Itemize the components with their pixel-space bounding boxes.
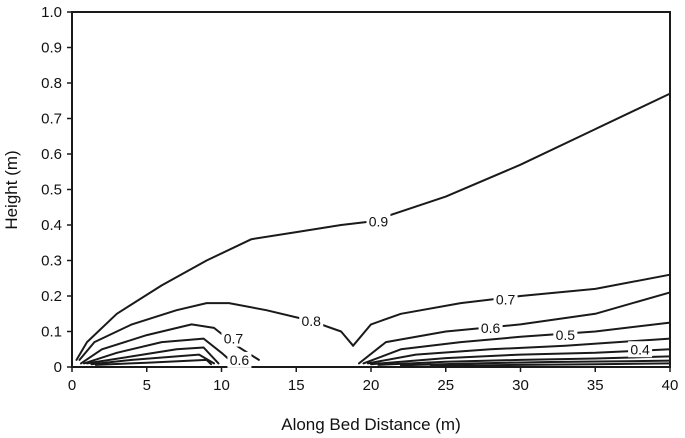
plot-frame bbox=[71, 11, 671, 368]
y-tick-label-1: 0.1 bbox=[41, 324, 62, 341]
contour-label-3: 0.6 bbox=[230, 352, 250, 368]
contour-line-0-6-6 bbox=[362, 321, 671, 365]
contour-label-4: 0.7 bbox=[496, 292, 516, 308]
x-axis-title: Along Bed Distance (m) bbox=[281, 415, 461, 434]
contour-label-6: 0.5 bbox=[556, 327, 576, 343]
contour-label-1: 0.8 bbox=[301, 313, 321, 329]
x-tick-label-2: 10 bbox=[213, 377, 230, 394]
contour-label-2: 0.7 bbox=[224, 331, 244, 347]
contour-label-bg-4 bbox=[493, 291, 518, 308]
y-tick-label-0: 0 bbox=[54, 359, 62, 376]
contour-label-7: 0.4 bbox=[630, 341, 650, 357]
contour-line-0-2-13 bbox=[399, 359, 671, 367]
contour-line-0-9-0 bbox=[75, 92, 671, 361]
contour-label-0: 0.9 bbox=[369, 213, 389, 229]
contour-label-group: 0.9 0.8 0.7 0.6 0.7 0.6 0.5 0.4 bbox=[221, 213, 653, 368]
contour-label-bg-3 bbox=[227, 351, 252, 368]
y-tick-label-4: 0.4 bbox=[41, 217, 62, 234]
contour-line-0-5-8 bbox=[367, 337, 671, 365]
y-axis-title: Height (m) bbox=[2, 150, 21, 229]
contour-line-0-6-5 bbox=[83, 337, 235, 365]
contour-line-0-8-1 bbox=[78, 302, 355, 361]
contour-line-0-5-7 bbox=[86, 346, 220, 365]
contour-label-5: 0.6 bbox=[481, 320, 501, 336]
contour-label-bg-1 bbox=[299, 312, 324, 329]
contour-label-bg-6 bbox=[553, 327, 578, 344]
y-tick-label-3: 0.3 bbox=[41, 253, 62, 270]
contour-label-bg-2 bbox=[221, 330, 246, 347]
x-tick-label-5: 25 bbox=[437, 377, 454, 394]
contour-line-0-1-14 bbox=[429, 362, 671, 367]
y-tick-label-6: 0.6 bbox=[41, 146, 62, 163]
y-tick-label-8: 0.8 bbox=[41, 75, 62, 92]
x-tick-label-6: 30 bbox=[512, 377, 529, 394]
contour-line-0-3-11 bbox=[94, 358, 212, 366]
x-tick-label-3: 15 bbox=[288, 377, 305, 394]
y-tick-label-2: 0.2 bbox=[41, 288, 62, 305]
contour-line-0-8-2 bbox=[352, 273, 671, 347]
x-tick-label-8: 40 bbox=[662, 377, 679, 394]
contour-lines bbox=[75, 92, 671, 367]
contour-label-bg-0 bbox=[366, 213, 391, 230]
contour-line-0-3-12 bbox=[377, 355, 671, 366]
contour-label-bg-5 bbox=[478, 319, 503, 336]
x-axis-ticks: 0 5 10 15 20 25 30 35 40 bbox=[68, 367, 679, 394]
y-tick-label-10: 1.0 bbox=[41, 4, 62, 21]
x-tick-label-0: 0 bbox=[68, 377, 76, 394]
x-tick-label-7: 35 bbox=[587, 377, 604, 394]
y-tick-label-7: 0.7 bbox=[41, 111, 62, 128]
contour-label-bg-7 bbox=[628, 341, 653, 358]
y-tick-label-5: 0.5 bbox=[41, 182, 62, 199]
x-tick-label-1: 5 bbox=[143, 377, 151, 394]
x-tick-label-4: 20 bbox=[363, 377, 380, 394]
y-axis-ticks: 0 0.1 0.2 0.3 0.4 0.5 0.6 0.7 0.8 0.9 1.0 bbox=[41, 4, 72, 376]
y-tick-label-9: 0.9 bbox=[41, 40, 62, 57]
contour-line-0-4-10 bbox=[370, 348, 671, 366]
